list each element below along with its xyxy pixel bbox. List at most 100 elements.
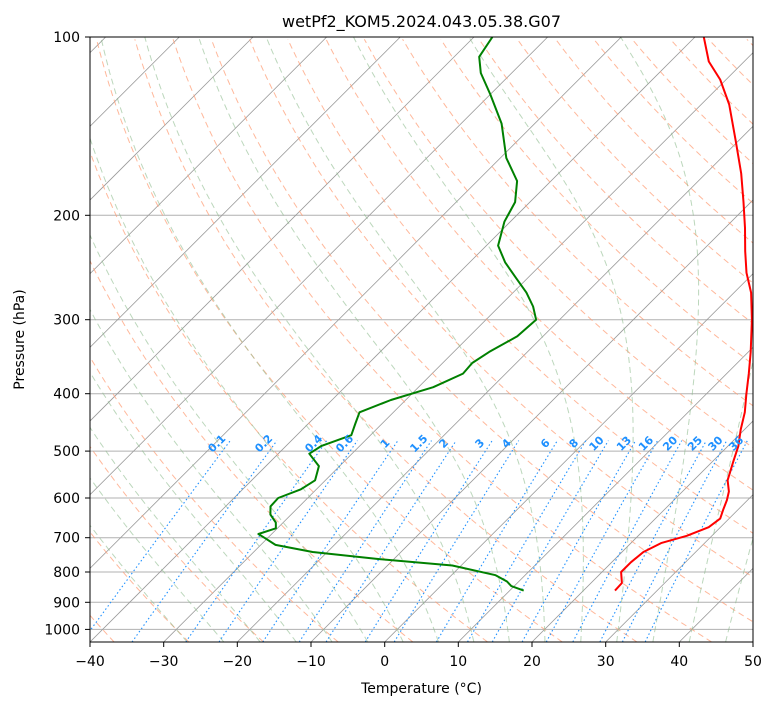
chart-title: wetPf2_KOM5.2024.043.05.38.G07 bbox=[282, 12, 561, 32]
moist-adiabat-line bbox=[90, 136, 404, 642]
mixing-ratio-label: 36 bbox=[726, 433, 746, 453]
x-tick-label: 20 bbox=[523, 654, 541, 670]
mixing-ratio-line bbox=[325, 440, 457, 642]
moist-adiabat-line bbox=[620, 37, 700, 642]
x-tick-label: −10 bbox=[296, 654, 326, 670]
y-axis-title: Pressure (hPa) bbox=[12, 289, 28, 389]
background-lines bbox=[90, 37, 753, 642]
x-tick-label: −20 bbox=[223, 654, 253, 670]
x-tick-label: 10 bbox=[449, 654, 467, 670]
mixing-ratio-label: 0.4 bbox=[302, 432, 325, 455]
x-tick-label: −30 bbox=[149, 654, 179, 670]
dry-adiabat-line bbox=[249, 39, 753, 578]
y-tick-label: 100 bbox=[53, 30, 80, 46]
moist-adiabat-line bbox=[90, 524, 188, 642]
moist-adiabat-line bbox=[468, 37, 634, 642]
mixing-ratio-line bbox=[262, 440, 399, 642]
mixing-ratio-line bbox=[185, 440, 328, 642]
x-tick-label: 40 bbox=[670, 654, 688, 670]
moist-adiabat-line bbox=[198, 37, 510, 642]
isotherm-line bbox=[679, 567, 753, 642]
mixing-ratio-label: 30 bbox=[706, 433, 726, 453]
mixing-ratio-label: 0.1 bbox=[205, 432, 228, 455]
isotherm-line bbox=[90, 37, 401, 348]
mixing-ratio-label: 0.6 bbox=[333, 432, 356, 455]
mixing-ratio-line bbox=[644, 440, 748, 642]
isotherm-line bbox=[310, 199, 753, 642]
moist-adiabat-line bbox=[90, 308, 333, 642]
profile-lines bbox=[257, 37, 753, 592]
dry-adiabat-line bbox=[325, 39, 753, 491]
dry-adiabat-line bbox=[631, 38, 753, 165]
mixing-ratio-label: 8 bbox=[567, 436, 582, 451]
isotherm-line bbox=[531, 420, 753, 642]
mixing-ratio-line bbox=[364, 440, 493, 642]
isotherm-line bbox=[90, 37, 622, 569]
mixing-ratio-line bbox=[435, 440, 558, 642]
y-tick-label: 400 bbox=[53, 387, 80, 403]
dry-adiabat-line bbox=[172, 39, 712, 642]
mixing-ratio-label: 1.5 bbox=[407, 432, 430, 455]
isotherm-line bbox=[90, 37, 475, 422]
dry-adiabat-line bbox=[363, 39, 753, 449]
y-tick-label: 800 bbox=[53, 565, 80, 581]
moist-adiabat-line bbox=[352, 37, 584, 642]
x-axis-title: Temperature (°C) bbox=[360, 681, 482, 697]
x-tick-label: −40 bbox=[75, 654, 105, 670]
axes: −40 −30 −20 −10 0 10 20 30 40 5010020030040050060… bbox=[44, 30, 762, 670]
dry-adiabat-line bbox=[440, 39, 753, 366]
mixing-ratio-line bbox=[298, 440, 432, 642]
mixing-ratio-label: 10 bbox=[587, 433, 607, 453]
temperature-profile-line bbox=[614, 37, 753, 592]
isotherm-line bbox=[237, 125, 753, 642]
dry-adiabat-line bbox=[593, 38, 753, 204]
y-tick-label: 900 bbox=[53, 595, 80, 611]
x-tick-label: 50 bbox=[744, 654, 762, 670]
y-tick-label: 200 bbox=[53, 208, 80, 224]
moist-adiabat-line bbox=[90, 233, 369, 642]
dewpoint-profile-line bbox=[257, 37, 538, 592]
isotherm-line bbox=[605, 494, 753, 642]
moist-adiabat-line bbox=[100, 37, 439, 642]
dry-adiabat-line bbox=[90, 531, 190, 642]
y-tick-label: 1000 bbox=[44, 622, 80, 638]
isotherm-line bbox=[458, 346, 753, 642]
isotherm-line bbox=[90, 37, 696, 642]
mixing-ratio-line bbox=[491, 440, 609, 642]
dry-adiabat-line bbox=[90, 356, 339, 642]
mixing-ratio-label: 3 bbox=[473, 436, 488, 451]
y-tick-label: 700 bbox=[53, 531, 80, 547]
dry-adiabat-line bbox=[555, 38, 753, 244]
mixing-ratio-line bbox=[90, 440, 231, 632]
dry-adiabat-line bbox=[402, 39, 753, 407]
mixing-ratio-label: 6 bbox=[538, 436, 553, 451]
dry-adiabat-line bbox=[134, 39, 638, 642]
isotherm-line bbox=[90, 37, 327, 275]
dry-adiabat-line bbox=[287, 39, 753, 534]
mixing-ratio-label: 1 bbox=[378, 436, 393, 451]
plot-frame bbox=[89, 36, 754, 643]
dry-adiabat-line bbox=[90, 150, 488, 642]
moist-adiabat-line bbox=[90, 477, 225, 642]
mixing-ratio-line bbox=[393, 440, 520, 642]
x-tick-label: 30 bbox=[597, 654, 615, 670]
isotherm-line bbox=[90, 37, 548, 496]
mixing-ratio-line bbox=[572, 440, 683, 642]
dry-adiabat-line bbox=[210, 39, 753, 623]
mixing-ratio-label: 0.2 bbox=[252, 432, 275, 455]
dry-adiabat-line bbox=[708, 38, 753, 86]
mixing-ratio-line bbox=[521, 440, 637, 642]
mixing-ratio-line bbox=[599, 440, 707, 642]
x-tick-label: 0 bbox=[380, 654, 389, 670]
dry-adiabat-line bbox=[90, 445, 264, 642]
mixing-ratio-line bbox=[621, 440, 728, 642]
moist-adiabat-line bbox=[688, 358, 753, 642]
mixing-ratio-line bbox=[218, 440, 358, 642]
mixing-ratio-label: 16 bbox=[636, 433, 656, 453]
isotherm-line bbox=[752, 641, 753, 642]
y-tick-label: 500 bbox=[53, 444, 80, 460]
isotherm-line bbox=[384, 273, 753, 642]
y-tick-label: 600 bbox=[53, 491, 80, 507]
dry-adiabat-line bbox=[90, 259, 414, 642]
